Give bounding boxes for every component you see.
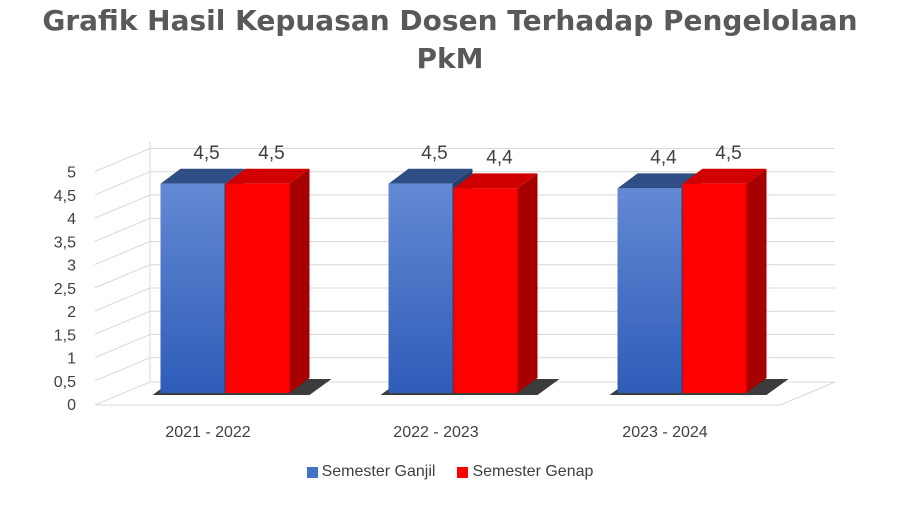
bar (225, 183, 290, 393)
data-label: 4,4 (650, 147, 677, 168)
category-label: 2021 - 2022 (165, 424, 251, 441)
data-label: 4,5 (715, 143, 741, 164)
bar-side (517, 173, 538, 393)
legend-item: Semester Ganjil (306, 463, 436, 481)
data-label: 4,5 (258, 143, 284, 164)
bar-top (617, 173, 702, 189)
bar-top (160, 168, 245, 184)
gridline-side (94, 334, 151, 358)
bar-side (746, 168, 767, 393)
data-label: 4,5 (193, 143, 219, 164)
y-tick-label: 0 (67, 397, 76, 414)
y-tick-label: 2 (67, 304, 76, 321)
y-tick-label: 5 (67, 165, 76, 182)
bar (617, 188, 682, 393)
gridline-side (94, 357, 151, 382)
gridline-side (94, 171, 151, 196)
y-tick-label: 1 (67, 351, 76, 368)
legend: Semester Ganjil Semester Genap (0, 463, 900, 481)
gridline-side (94, 241, 151, 265)
y-tick-label: 3,5 (54, 234, 76, 251)
y-tick-label: 4 (67, 211, 76, 228)
bar-side (289, 168, 310, 393)
bar (682, 183, 747, 393)
bar-top (453, 173, 538, 189)
gridline-side (94, 310, 151, 335)
y-tick-label: 0,5 (54, 374, 76, 391)
bar (388, 183, 453, 393)
legend-item: Semester Genap (457, 463, 593, 481)
y-tick-label: 3 (67, 258, 76, 275)
data-label: 4,4 (486, 147, 513, 168)
y-tick-label: 2,5 (54, 281, 76, 298)
bar-top (388, 168, 473, 184)
legend-label: Semester Genap (472, 463, 594, 480)
y-tick-label: 4,5 (54, 188, 76, 205)
bar (453, 188, 518, 393)
gridline-side (94, 217, 151, 242)
category-label: 2023 - 2024 (622, 424, 708, 441)
bar-top (225, 168, 310, 184)
legend-swatch (306, 466, 318, 478)
y-tick-label: 1,5 (54, 327, 76, 344)
legend-swatch (457, 466, 469, 478)
bar (160, 183, 225, 393)
bar-top (682, 168, 767, 184)
gridline-side (94, 264, 151, 289)
category-label: 2022 - 2023 (393, 424, 479, 441)
gridline-side (94, 148, 151, 172)
legend-label: Semester Ganjil (321, 463, 436, 480)
data-label: 4,5 (421, 143, 447, 164)
chart-title: Grafik Hasil Kepuasan Dosen Terhadap Pen… (42, 4, 858, 75)
gridline-side (94, 194, 151, 219)
gridline-side (94, 287, 151, 312)
